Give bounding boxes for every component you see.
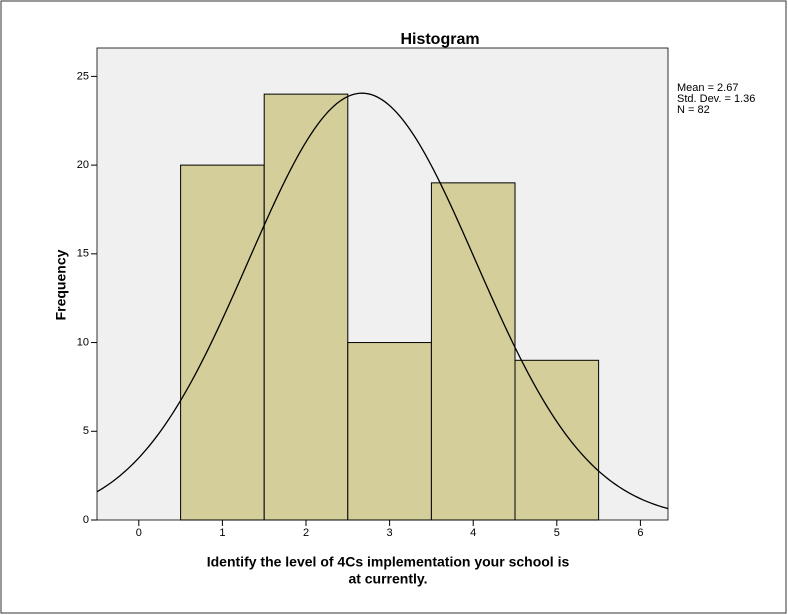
x-axis-label: at currently. (348, 571, 427, 587)
chart-title: Histogram (400, 31, 479, 48)
x-tick-label: 6 (637, 527, 643, 539)
y-tick-label: 0 (83, 514, 89, 526)
y-tick-label: 5 (83, 425, 89, 437)
normal-curve (97, 92, 668, 510)
y-tick-label: 20 (77, 159, 89, 171)
y-tick-label: 25 (77, 70, 89, 82)
y-tick-label: 10 (77, 336, 89, 348)
bar (347, 342, 432, 521)
y-axis-label: Frequency (53, 249, 69, 320)
bar (180, 164, 265, 521)
stat-label: N = 82 (677, 104, 710, 116)
bar (514, 359, 600, 521)
x-tick-label: 5 (554, 527, 560, 539)
y-tick-label: 15 (77, 248, 89, 260)
x-tick-label: 4 (470, 527, 476, 539)
x-tick-label: 3 (387, 527, 393, 539)
bar (263, 93, 349, 521)
stat-label: Mean = 2.67 (677, 82, 738, 94)
x-tick-label: 0 (136, 527, 142, 539)
x-axis-label: Identify the level of 4Cs implementation… (207, 554, 570, 570)
x-tick-label: 1 (219, 527, 225, 539)
bar (430, 182, 516, 521)
x-tick-label: 2 (303, 527, 309, 539)
stat-label: Std. Dev. = 1.36 (677, 93, 755, 105)
